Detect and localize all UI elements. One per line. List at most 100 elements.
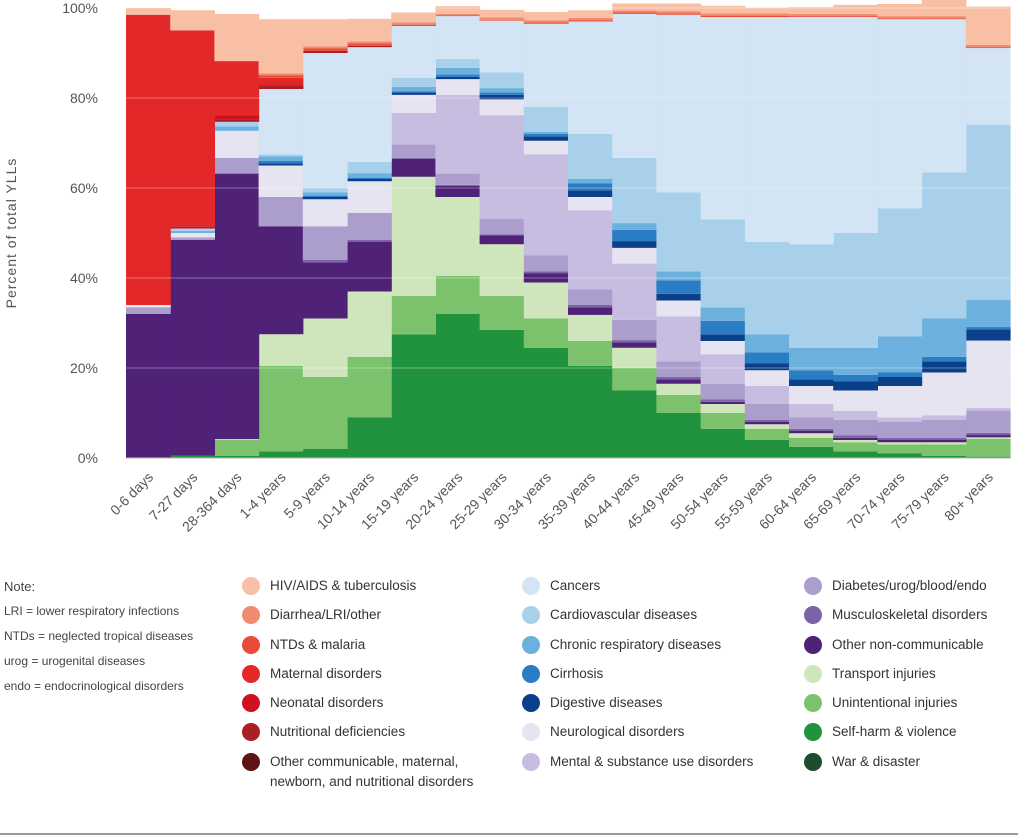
area-segment	[744, 419, 790, 422]
legend-label: Chronic respiratory diseases	[550, 636, 722, 652]
area-segment	[744, 363, 790, 371]
area-segment	[877, 377, 923, 386]
area-segment	[568, 197, 613, 211]
area-segment	[921, 18, 967, 20]
area-segment	[789, 428, 834, 431]
area-segment	[833, 4, 878, 14]
area-segment	[479, 9, 525, 18]
legend-item: Digestive diseases	[522, 693, 753, 722]
area-segment	[612, 347, 657, 368]
area-segment	[435, 76, 481, 80]
area-segment	[302, 197, 348, 200]
area-segment	[214, 439, 260, 440]
area-segment	[435, 197, 481, 276]
area-segment	[435, 79, 481, 95]
area-segment	[258, 226, 304, 335]
legend-swatch	[522, 694, 540, 713]
area-segment	[965, 438, 1011, 457]
area-segment	[391, 91, 436, 93]
legend-item: Other communicable, maternal, newborn, a…	[242, 752, 473, 789]
area-segment	[523, 282, 569, 319]
legend-swatch	[804, 723, 822, 742]
area-segment	[877, 372, 923, 377]
area-segment	[214, 157, 260, 174]
area-segment	[656, 395, 702, 413]
legend-item: Neurological disorders	[522, 722, 753, 751]
area-segment	[789, 446, 834, 458]
area-segment	[258, 85, 304, 89]
area-segment	[479, 17, 525, 20]
area-segment	[302, 53, 348, 188]
area-segment	[789, 433, 834, 438]
area-segment	[921, 356, 967, 362]
area-segment	[347, 173, 392, 178]
area-segment	[700, 5, 746, 14]
area-segment	[479, 218, 525, 235]
area-segment	[744, 17, 790, 242]
area-segment	[789, 16, 834, 17]
area-segment	[833, 374, 878, 382]
area-segment	[568, 21, 613, 134]
area-segment	[214, 119, 260, 122]
area-segment	[523, 136, 569, 141]
area-segment	[391, 112, 436, 145]
area-segment	[833, 347, 878, 375]
area-segment	[391, 144, 436, 158]
area-segment	[612, 340, 657, 343]
area-segment	[877, 440, 923, 443]
area-segment	[700, 13, 746, 16]
area-segment	[214, 115, 260, 120]
area-segment	[435, 6, 481, 14]
area-segment	[700, 428, 746, 458]
area-segment	[391, 77, 436, 87]
area-segment	[921, 442, 967, 445]
area-segment	[479, 115, 525, 219]
area-segment	[744, 404, 790, 420]
area-segment	[347, 41, 392, 44]
area-segment	[479, 296, 525, 330]
legend-label: HIV/AIDS & tuberculosis	[270, 578, 417, 593]
legend-label: Cardiovascular diseases	[550, 607, 698, 623]
area-segment	[258, 84, 304, 86]
area-segment	[744, 242, 790, 335]
area-segment	[833, 451, 878, 458]
area-segment	[833, 440, 878, 443]
area-segment	[921, 372, 967, 416]
area-segment	[523, 154, 569, 256]
area-segment	[700, 354, 746, 384]
legend-swatch	[522, 723, 540, 742]
area-segment	[700, 17, 746, 220]
area-segment	[612, 3, 657, 11]
legend-item: Cardiovascular diseases	[522, 605, 753, 634]
legend-swatch	[242, 752, 260, 771]
legend-label: Cirrhosis	[550, 665, 604, 681]
area-segment	[656, 11, 702, 14]
legend-item: Cancers	[522, 576, 753, 605]
area-segment	[921, 437, 967, 440]
area-segment	[656, 14, 702, 193]
area-segment	[965, 432, 1011, 436]
area-segment	[965, 456, 1011, 458]
area-segment	[347, 43, 392, 46]
area-segment	[302, 48, 348, 51]
area-segment	[391, 86, 436, 92]
area-segment	[347, 45, 392, 48]
area-segment	[833, 435, 878, 438]
area-segment	[302, 377, 348, 449]
area-segment	[302, 46, 348, 49]
area-segment	[435, 67, 481, 75]
area-segment	[523, 347, 569, 458]
area-segment	[170, 239, 215, 456]
area-segment	[612, 342, 657, 348]
note-line: NTDs = neglected tropical diseases	[4, 629, 194, 643]
area-segment	[877, 437, 923, 440]
legend-swatch	[804, 635, 822, 654]
area-segment	[347, 291, 392, 357]
area-segment	[877, 3, 923, 17]
area-segment	[523, 107, 569, 132]
area-segment	[391, 92, 436, 95]
area-segment	[833, 390, 878, 411]
area-segment	[789, 7, 834, 14]
legend-label: Neonatal disorders	[270, 695, 384, 711]
area-segment	[921, 172, 967, 319]
